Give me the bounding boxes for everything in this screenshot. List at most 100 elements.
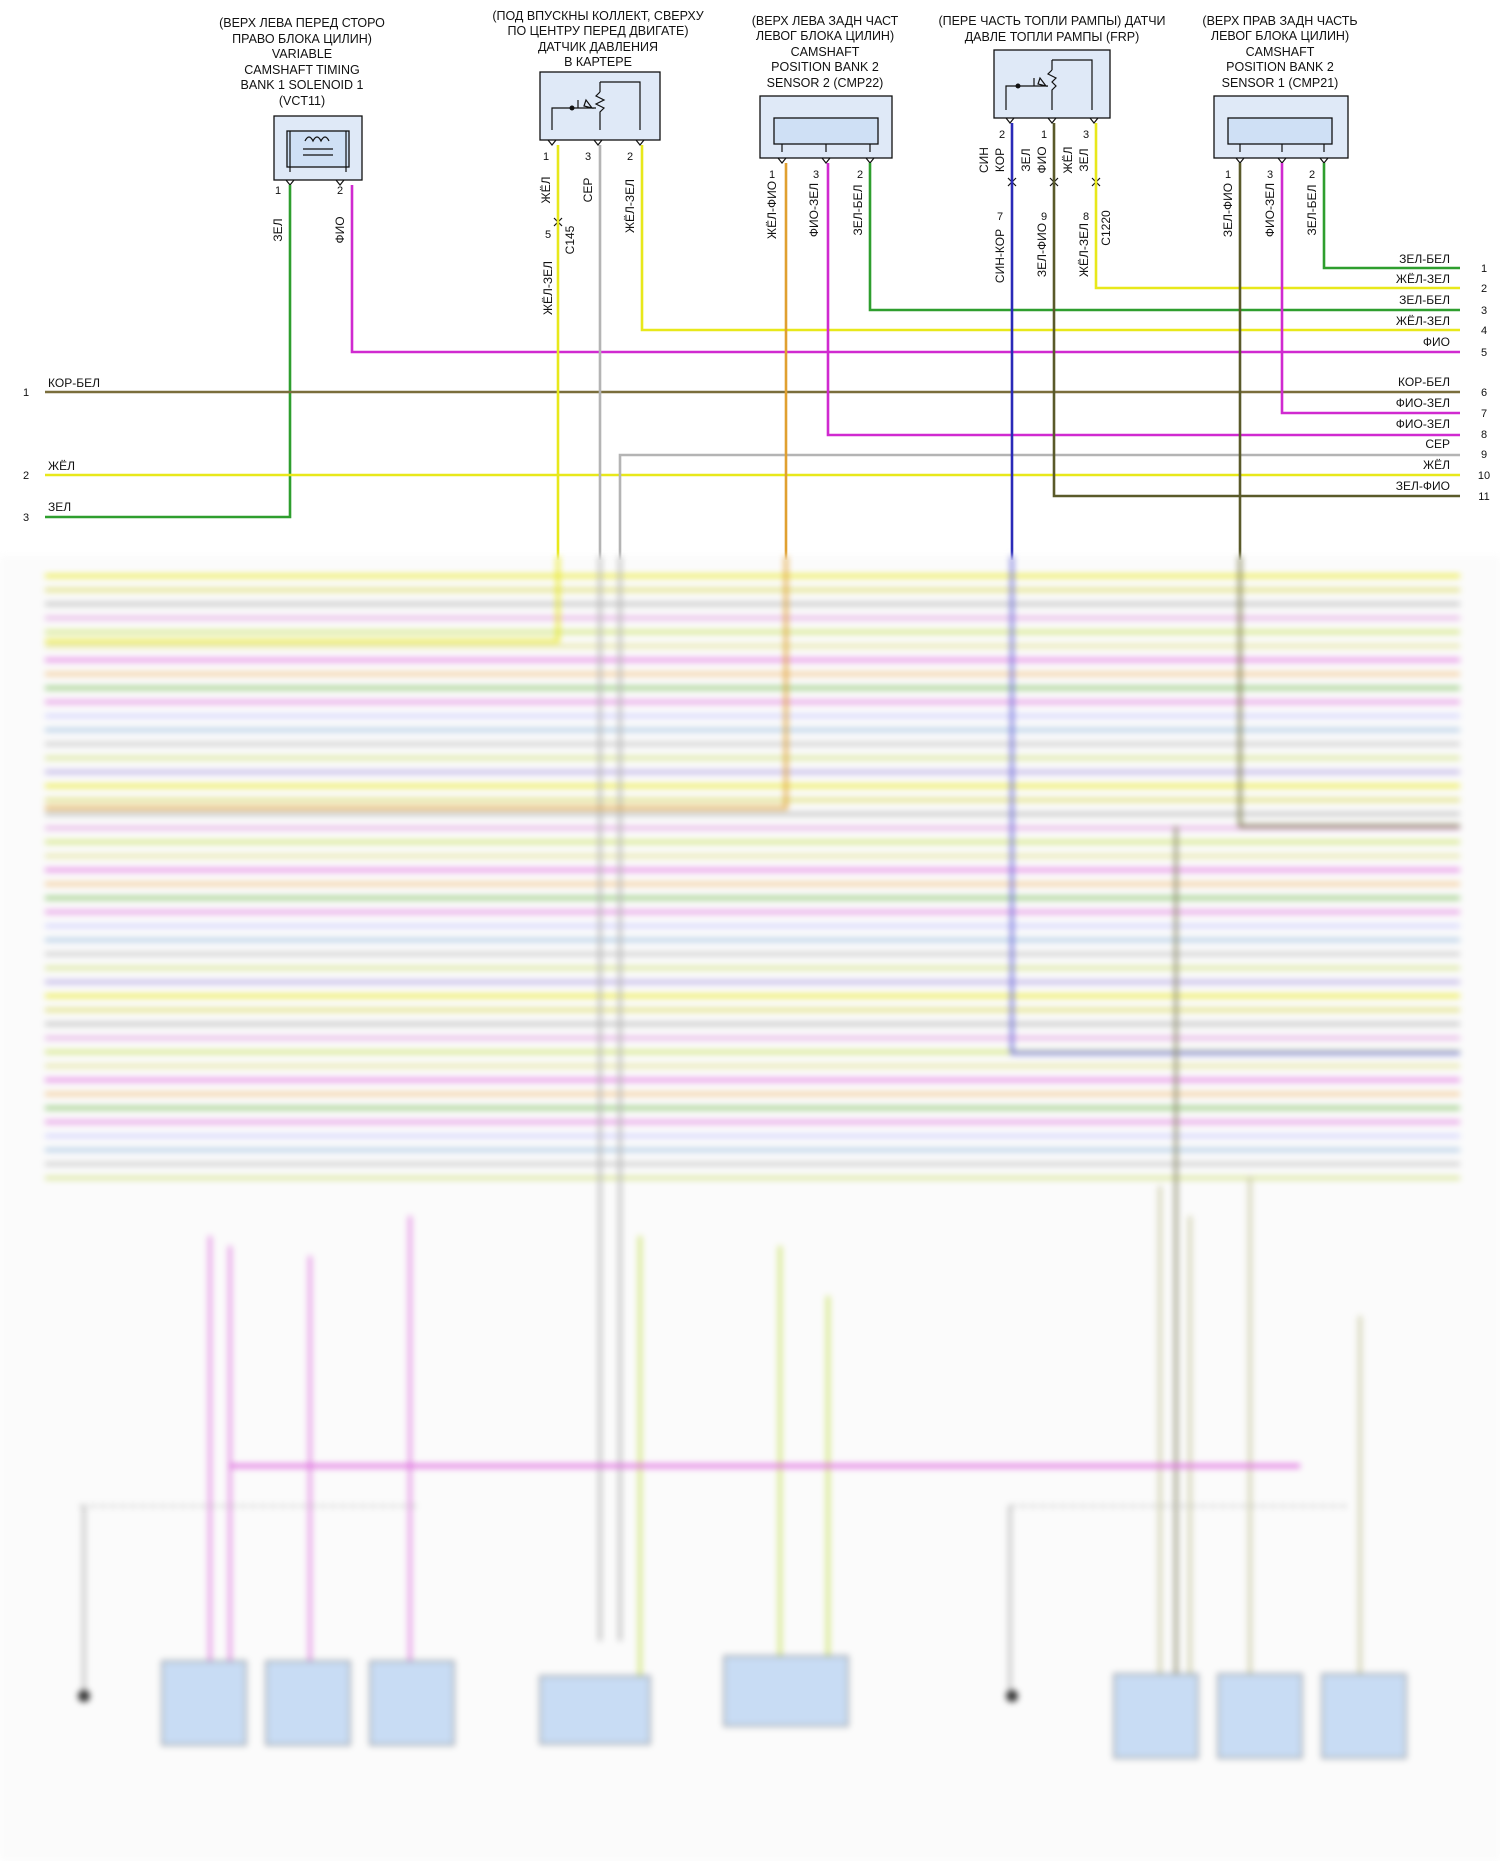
coil-icon <box>304 136 330 143</box>
right-terminal-num: 8 <box>1481 429 1487 441</box>
right-terminal-label: ФИО-ЗЕЛ <box>1396 396 1450 410</box>
right-terminal-label: ЖЁЛ-ЗЕЛ <box>1396 314 1450 328</box>
right-terminal-num: 7 <box>1481 408 1487 420</box>
left-terminal-label: ЗЕЛ <box>48 500 71 514</box>
right-terminal-label: ФИО <box>1423 335 1450 349</box>
right-terminal-num: 2 <box>1481 283 1487 295</box>
wire-cmp21-3 <box>1280 163 1460 415</box>
cmp21-pin-3: 3 <box>1267 169 1273 181</box>
frp-conn-pin-8: 8 <box>1083 211 1089 223</box>
wire-crank-2 <box>640 145 1460 332</box>
frp-wire-2-color-b: КОР <box>993 148 1007 172</box>
vct11-wire-1-color: ЗЕЛ <box>271 218 285 241</box>
right-terminal-label: ЗЕЛ-ФИО <box>1396 479 1450 493</box>
frp-conn-pin-7: 7 <box>997 211 1003 223</box>
cmp22-location-1: (ВЕРХ ЛЕВА ЗАДН ЧАСТ <box>752 14 899 28</box>
wire-vct11-fio <box>350 185 1460 354</box>
left-terminals: 1 КОР-БЕЛ 2 ЖЁЛ 3 ЗЕЛ <box>23 376 100 524</box>
frp-pin-1: 1 <box>1041 129 1047 141</box>
vct11-title-1: VARIABLE <box>272 47 332 61</box>
cmp21-wire-1-color: ЗЕЛ-ФИО <box>1221 183 1235 237</box>
cmp22-sensor: (ВЕРХ ЛЕВА ЗАДН ЧАСТ ЛЕВОГ БЛОКА ЦИЛИН) … <box>752 14 899 239</box>
cmp22-wire-2-color: ЗЕЛ-БЕЛ <box>851 185 865 236</box>
crankcase-wire-below-color: ЖЁЛ-ЗЕЛ <box>541 261 555 315</box>
connector-icon <box>547 139 645 146</box>
frp-title: ДАВЛЕ ТОПЛИ РАМПЫ (FRP) <box>965 30 1140 44</box>
right-terminal-label: СЕР <box>1425 437 1450 451</box>
crankcase-title-2: В КАРТЕРЕ <box>564 55 632 69</box>
wire-cmp21-2 <box>1322 163 1460 270</box>
left-terminal-num: 2 <box>23 470 29 482</box>
right-terminal-num: 10 <box>1478 470 1490 482</box>
frp-conn-wire-7: СИН-КОР <box>993 229 1007 283</box>
crankcase-wire-1-color: ЖЁЛ <box>539 177 553 204</box>
cmp21-location-2: ЛЕВОГ БЛОКА ЦИЛИН) <box>1211 29 1349 43</box>
vct11-code: (VCT11) <box>279 94 325 108</box>
right-terminal-num: 9 <box>1481 449 1487 461</box>
cmp21-wire-2-color: ЗЕЛ-БЕЛ <box>1305 185 1319 236</box>
cmp21-title-2: POSITION BANK 2 <box>1226 60 1334 74</box>
connector-icon <box>1235 157 1329 164</box>
vct11-pin-1: 1 <box>275 185 281 197</box>
frp-sensor: (ПЕРЕ ЧАСТЬ ТОПЛИ РАМПЫ) ДАТЧИ ДАВЛЕ ТОП… <box>938 14 1165 283</box>
c1220-name: C1220 <box>1099 210 1113 246</box>
wire-cmp22-3 <box>826 163 1460 437</box>
cmp21-element <box>1227 117 1333 145</box>
wire-vct11-zel <box>45 185 292 519</box>
vct11-pin-2: 2 <box>337 185 343 197</box>
cmp21-wire-3-color: ФИО-ЗЕЛ <box>1263 183 1277 237</box>
crankcase-pin-2: 2 <box>627 151 633 163</box>
crankcase-location-2: ПО ЦЕНТРУ ПЕРЕД ДВИГАТЕ) <box>507 24 688 38</box>
cmp22-wire-3-color: ФИО-ЗЕЛ <box>807 183 821 237</box>
cmp22-location-2: ЛЕВОГ БЛОКА ЦИЛИН) <box>756 29 894 43</box>
cmp22-pin-1: 1 <box>769 169 775 181</box>
potentiometer-icon <box>1005 59 1093 110</box>
cmp21-location-1: (ВЕРХ ПРАВ ЗАДН ЧАСТЬ <box>1202 14 1357 28</box>
left-terminal-label: ЖЁЛ <box>48 459 75 473</box>
cmp21-sensor: (ВЕРХ ПРАВ ЗАДН ЧАСТЬ ЛЕВОГ БЛОКА ЦИЛИН)… <box>1202 14 1357 237</box>
crankcase-wire-3-color: СЕР <box>581 178 595 203</box>
crankcase-pressure-sensor: (ПОД ВПУСКНЫ КОЛЛЕКТ, СВЕРХУ ПО ЦЕНТРУ П… <box>492 9 703 315</box>
cmp21-pin-2: 2 <box>1309 169 1315 181</box>
right-terminal-num: 3 <box>1481 305 1487 317</box>
connector-icon <box>1005 117 1099 124</box>
wire-frp-1 <box>1052 123 1460 498</box>
vct11-location-2: ПРАВО БЛОКА ЦИЛИН) <box>232 32 372 46</box>
vct11-component: (ВЕРХ ЛЕВА ПЕРЕД СТОРО ПРАВО БЛОКА ЦИЛИН… <box>219 16 385 244</box>
right-terminal-num: 1 <box>1481 263 1487 275</box>
frp-conn-wire-8: ЖЁЛ-ЗЕЛ <box>1077 223 1091 277</box>
cmp21-title-3: SENSOR 1 (CMP21) <box>1222 76 1339 90</box>
left-terminal-num: 1 <box>23 387 29 399</box>
wire-cmp22-2 <box>868 163 1460 312</box>
right-terminal-label: ЖЁЛ <box>1423 458 1450 472</box>
right-terminal-label: КОР-БЕЛ <box>1398 375 1450 389</box>
left-terminal-num: 3 <box>23 512 29 524</box>
frp-wire-1-color-a: ЗЕЛ <box>1019 148 1033 171</box>
connector-icon <box>285 179 345 186</box>
crankcase-title-1: ДАТЧИК ДАВЛЕНИЯ <box>538 40 658 54</box>
frp-pin-2: 2 <box>999 129 1005 141</box>
crankcase-wire-2-color: ЖЁЛ-ЗЕЛ <box>623 179 637 233</box>
right-terminal-label: ЗЕЛ-БЕЛ <box>1399 252 1450 266</box>
right-terminal-num: 4 <box>1481 325 1487 337</box>
right-terminal-label: ФИО-ЗЕЛ <box>1396 417 1450 431</box>
frp-conn-pin-9: 9 <box>1041 211 1047 223</box>
cmp21-pin-1: 1 <box>1225 169 1231 181</box>
right-terminal-label: ЗЕЛ-БЕЛ <box>1399 293 1450 307</box>
left-terminal-label: КОР-БЕЛ <box>48 376 100 390</box>
vct11-wire-2-color: ФИО <box>333 216 347 243</box>
cmp22-title-3: SENSOR 2 (CMP22) <box>767 76 884 90</box>
cmp22-element <box>773 117 879 145</box>
cmp22-wire-1-color: ЖЁЛ-ФИО <box>765 181 779 239</box>
right-terminal-label: ЖЁЛ-ЗЕЛ <box>1396 272 1450 286</box>
frp-wire-3-color-a: ЖЁЛ <box>1061 147 1075 174</box>
right-terminal-num: 5 <box>1481 347 1487 359</box>
c145-pin: 5 <box>545 229 551 241</box>
blurred-lower-diagram <box>0 556 1500 1861</box>
wire-ser <box>618 453 1460 560</box>
vct11-location-1: (ВЕРХ ЛЕВА ПЕРЕД СТОРО <box>219 16 385 30</box>
cmp22-title-1: CAMSHAFT <box>791 45 860 59</box>
cmp22-pin-3: 3 <box>813 169 819 181</box>
cmp22-title-2: POSITION BANK 2 <box>771 60 879 74</box>
frp-conn-wire-9: ЗЕЛ-ФИО <box>1035 223 1049 277</box>
